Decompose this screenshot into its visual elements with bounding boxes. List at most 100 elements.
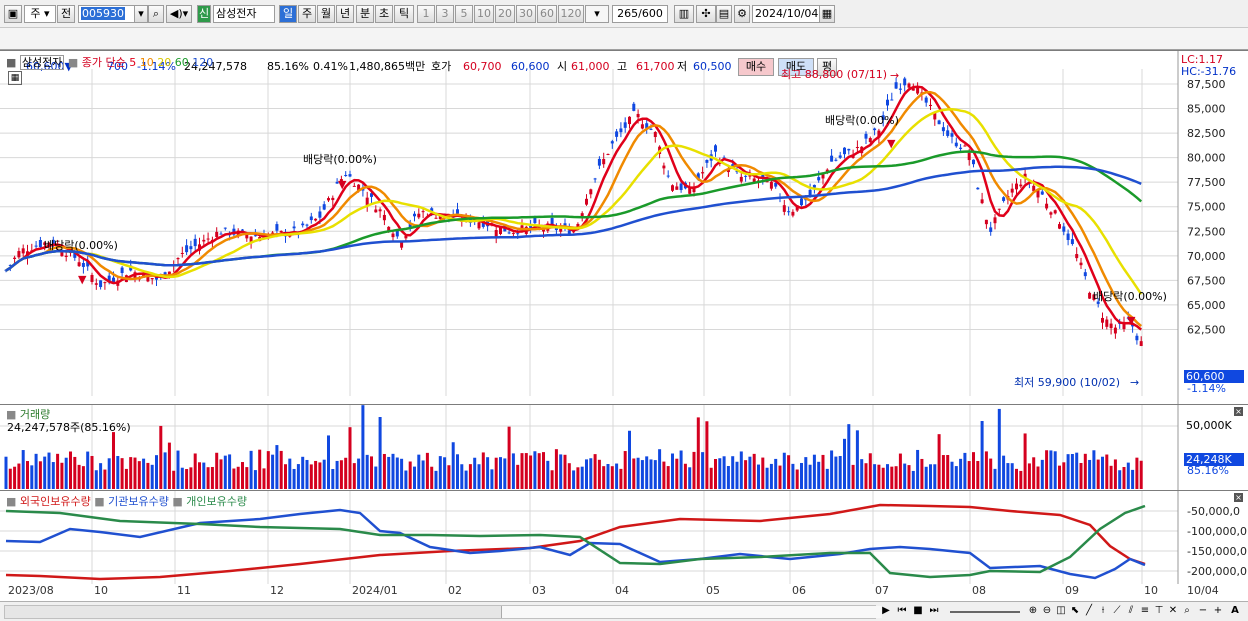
candle-body [38, 239, 42, 248]
candle-body [1070, 239, 1074, 244]
candle-body [1049, 212, 1053, 215]
scroll-right-icon[interactable]: ▶ [882, 605, 890, 616]
candle-body [593, 178, 597, 180]
date-field[interactable]: 2024/10/04 [752, 5, 820, 23]
window-icon[interactable]: ▣ [4, 5, 22, 23]
tab-week[interactable]: 주 [298, 5, 316, 23]
candle-body [679, 183, 683, 191]
candle-body [739, 176, 743, 182]
plus-icon[interactable]: + [1213, 605, 1223, 616]
interval-5[interactable]: 5 [455, 5, 473, 23]
custom-interval-select[interactable]: ▾ [585, 5, 609, 23]
volume-bar [1113, 459, 1117, 489]
candle-body [623, 122, 627, 128]
volume-bar [976, 461, 980, 489]
volume-bar [615, 463, 619, 489]
close-pane-icon[interactable]: × [1234, 493, 1243, 502]
holdings-chart[interactable]: -50,000,0 -100,000,0 -150,000,0 -200,000,0 [0, 491, 1248, 584]
calendar-icon[interactable]: ▦ [819, 5, 835, 23]
scroll-thumb[interactable] [501, 606, 882, 618]
font-size-icon[interactable]: A [1231, 605, 1239, 616]
interval-10[interactable]: 10 [474, 5, 494, 23]
draw-line-icon[interactable]: ╱ [1085, 605, 1093, 616]
tab-day[interactable]: 일 [279, 5, 297, 23]
prev-button[interactable]: 전 [57, 5, 75, 23]
horizontal-scrollbar[interactable] [4, 605, 882, 619]
price-y-tick: 62,500 [1187, 323, 1226, 336]
search-icon[interactable]: ⌕ [148, 5, 164, 23]
candle-body [507, 232, 511, 234]
open-label: 시 [557, 60, 568, 73]
volume-bar [107, 458, 111, 489]
stock-code-input[interactable]: 005930 [78, 5, 136, 23]
price-y-tick: 85,000 [1187, 103, 1226, 116]
period-type-select[interactable]: 주 ▾ [24, 5, 56, 23]
crosshair-icon[interactable]: ✣ [696, 5, 716, 23]
sell-button[interactable]: 매도 [778, 58, 814, 76]
volume-bar [1036, 466, 1040, 489]
volume-bar [284, 464, 287, 489]
interval-3[interactable]: 3 [436, 5, 454, 23]
buy-button[interactable]: 매수 [738, 58, 774, 76]
speaker-icon[interactable]: ◀)▾ [166, 5, 192, 23]
delete-icon[interactable]: ✕ [1168, 605, 1178, 616]
settings-icon[interactable]: ⚙ [734, 5, 750, 23]
stock-name-field[interactable]: 삼성전자 [213, 5, 275, 23]
candle-body [580, 213, 584, 219]
zoom-out-icon[interactable]: ⊖ [1042, 605, 1052, 616]
legend-ma60: 60 [174, 56, 189, 69]
zoom-slider[interactable] [950, 611, 1020, 613]
candle-body [735, 171, 739, 173]
price-y-tick: 72,500 [1187, 225, 1226, 238]
volume-bar [438, 456, 442, 489]
magnifier-icon[interactable]: ⌕ [1184, 605, 1190, 616]
tab-month[interactable]: 월 [317, 5, 335, 23]
crosshair-tool-icon[interactable]: ⟊ [1101, 605, 1105, 616]
volume-bar [1070, 453, 1074, 489]
count-field[interactable]: 265/600 [612, 5, 668, 23]
stop-icon[interactable]: ■ [913, 605, 923, 616]
interval-120[interactable]: 120 [558, 5, 584, 23]
channel-icon[interactable]: ⫽ [1128, 605, 1134, 616]
cursor-icon[interactable]: ⬉ [1070, 605, 1080, 616]
volume-chart[interactable] [0, 405, 1248, 490]
trend-icon[interactable]: ⟋ [1113, 605, 1121, 616]
volume-bar [486, 457, 490, 489]
volume-bar [13, 466, 17, 489]
candle-body [86, 261, 90, 267]
volume-bar [830, 450, 834, 489]
candle-body [640, 124, 644, 129]
code-dropdown-icon[interactable]: ▾ [134, 5, 148, 23]
flat-button[interactable]: 평 [817, 58, 837, 76]
minus-icon[interactable]: − [1198, 605, 1208, 616]
table-icon[interactable]: ▦ [8, 71, 22, 85]
interval-1[interactable]: 1 [417, 5, 435, 23]
price-chart[interactable]: 87,500 85,000 82,500 80,000 77,500 75,000 72,5… [0, 51, 1248, 404]
text-tool-icon[interactable]: ⊤ [1154, 605, 1164, 616]
legend-ma5: 5 [129, 56, 137, 69]
close-pane-icon[interactable]: × [1234, 407, 1243, 416]
interval-20[interactable]: 20 [495, 5, 515, 23]
forward-icon[interactable]: ⏭ [929, 605, 939, 616]
volume-bar [236, 466, 240, 489]
interval-60[interactable]: 60 [537, 5, 557, 23]
tab-year[interactable]: 년 [336, 5, 354, 23]
volume-bar [524, 453, 528, 489]
chart-type-icon[interactable]: ▥ [674, 5, 694, 23]
candle-body [142, 272, 146, 278]
volume-bar [559, 454, 563, 489]
candle-body [937, 120, 941, 125]
dividend-marker: 배당락(0.00%) [1093, 290, 1167, 303]
rewind-icon[interactable]: ⏮ [897, 605, 907, 616]
candle-body [1075, 254, 1079, 259]
tab-second[interactable]: 초 [375, 5, 393, 23]
save-icon[interactable]: ▤ [716, 5, 732, 23]
fib-icon[interactable]: ≡ [1140, 605, 1150, 616]
candle-body [1015, 183, 1018, 190]
zoom-in-icon[interactable]: ⊕ [1028, 605, 1038, 616]
fit-icon[interactable]: ◫ [1056, 605, 1066, 616]
interval-30[interactable]: 30 [516, 5, 536, 23]
volume-bar [666, 466, 670, 489]
tab-minute[interactable]: 분 [356, 5, 374, 23]
tab-tick[interactable]: 틱 [394, 5, 414, 23]
